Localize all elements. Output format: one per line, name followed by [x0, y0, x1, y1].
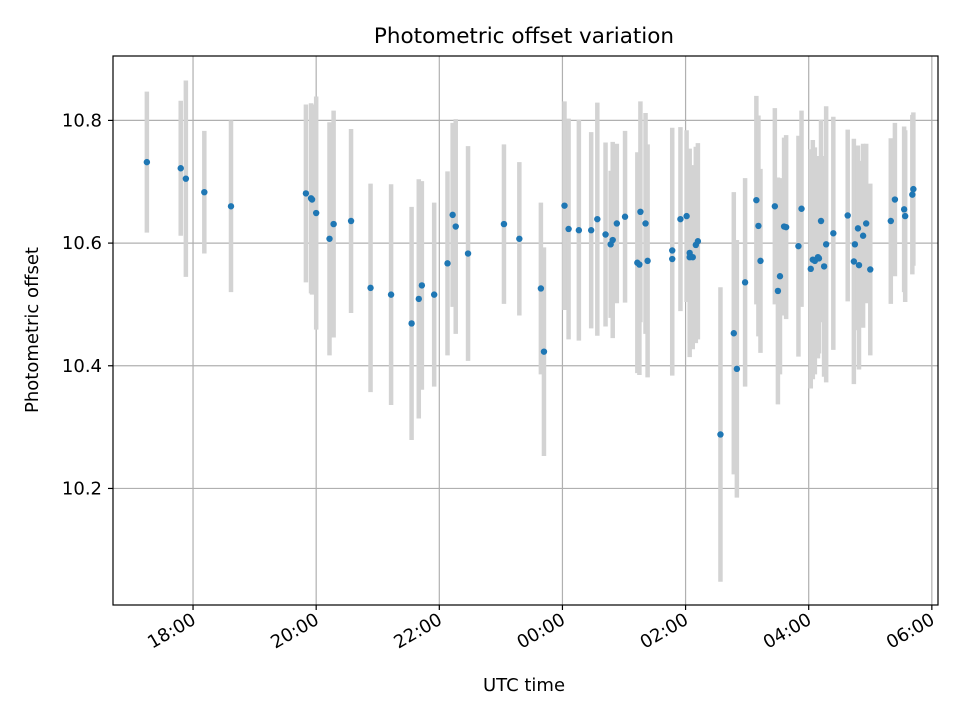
x-axis-ticks: 18:00 20:00 22:00 00:00 02:00 04:00 06:00 — [144, 605, 938, 653]
data-points — [143, 158, 917, 438]
data-point — [177, 165, 184, 172]
data-point — [733, 365, 741, 373]
data-point — [621, 213, 629, 220]
y-axis-ticks: 10.2 10.4 10.6 10.8 — [62, 110, 113, 499]
data-point — [798, 205, 805, 212]
data-point — [807, 265, 814, 273]
data-point — [594, 215, 601, 223]
data-point — [717, 431, 724, 438]
chart-title: Photometric offset variation — [374, 24, 674, 49]
plot-frame — [112, 55, 939, 606]
data-point — [900, 206, 908, 213]
data-point — [855, 261, 863, 269]
data-point — [302, 190, 310, 197]
data-point — [308, 196, 316, 203]
data-point — [464, 250, 472, 257]
data-point — [782, 223, 790, 231]
y-tick-label: 10.2 — [62, 478, 102, 499]
data-point — [741, 279, 749, 286]
data-point — [867, 266, 874, 273]
data-point — [753, 196, 760, 204]
data-point — [844, 212, 851, 219]
data-point — [909, 191, 916, 198]
data-point — [901, 212, 909, 220]
y-axis-label: Photometric offset — [22, 247, 43, 413]
data-point — [851, 241, 859, 248]
data-point — [822, 241, 830, 248]
data-point — [444, 260, 451, 267]
data-point — [201, 188, 208, 196]
y-tick-label: 10.4 — [62, 356, 102, 377]
data-point — [854, 225, 862, 232]
data-point — [817, 217, 825, 225]
data-point — [540, 348, 548, 355]
data-point — [182, 175, 190, 182]
data-point — [367, 284, 374, 292]
data-point — [613, 220, 621, 227]
data-point — [587, 227, 595, 234]
y-tick-label: 10.8 — [62, 110, 102, 131]
data-point — [757, 257, 764, 265]
data-point — [609, 236, 616, 244]
data-point — [537, 285, 545, 292]
data-point — [330, 220, 337, 228]
data-point — [575, 227, 583, 234]
data-point — [820, 263, 828, 270]
data-point — [430, 291, 438, 298]
data-point — [774, 287, 782, 295]
data-point — [683, 212, 690, 220]
data-point — [347, 217, 355, 225]
data-point — [815, 255, 823, 262]
x-tick-label: 02:00 — [637, 609, 692, 653]
data-point — [642, 220, 649, 227]
data-point — [730, 330, 738, 337]
data-point — [644, 257, 651, 265]
data-point — [830, 230, 837, 237]
error-bars — [144, 80, 916, 582]
data-point — [771, 203, 779, 210]
data-point — [636, 261, 643, 268]
data-point — [887, 217, 894, 225]
data-point — [602, 231, 609, 238]
data-point — [694, 238, 702, 245]
data-point — [326, 235, 333, 242]
data-point — [891, 196, 899, 203]
data-point — [415, 295, 422, 303]
data-point — [755, 222, 762, 230]
data-point — [143, 158, 151, 166]
data-point — [669, 255, 676, 263]
data-point — [669, 247, 676, 254]
data-point — [561, 202, 568, 209]
data-point — [850, 258, 858, 265]
x-tick-label: 06:00 — [883, 609, 938, 653]
data-point — [776, 273, 784, 280]
data-point — [859, 232, 867, 239]
data-point — [795, 242, 802, 250]
data-point — [862, 220, 870, 227]
x-tick-label: 00:00 — [514, 609, 569, 653]
data-point — [449, 211, 456, 219]
x-tick-label: 18:00 — [144, 609, 199, 653]
x-axis-label: UTC time — [483, 675, 565, 696]
y-tick-label: 10.6 — [62, 233, 102, 254]
data-point — [910, 185, 917, 193]
data-point — [408, 320, 415, 327]
data-point — [452, 223, 459, 230]
data-point — [516, 235, 523, 242]
data-point — [387, 291, 395, 298]
x-tick-label: 20:00 — [267, 609, 322, 653]
data-point — [312, 209, 320, 217]
data-point — [565, 225, 572, 233]
data-point — [689, 253, 696, 261]
data-point — [637, 208, 644, 216]
data-point — [227, 203, 235, 210]
data-point — [500, 220, 508, 228]
data-point — [418, 282, 426, 289]
data-point — [677, 215, 684, 223]
x-tick-label: 22:00 — [390, 609, 445, 653]
x-tick-label: 04:00 — [760, 609, 815, 653]
